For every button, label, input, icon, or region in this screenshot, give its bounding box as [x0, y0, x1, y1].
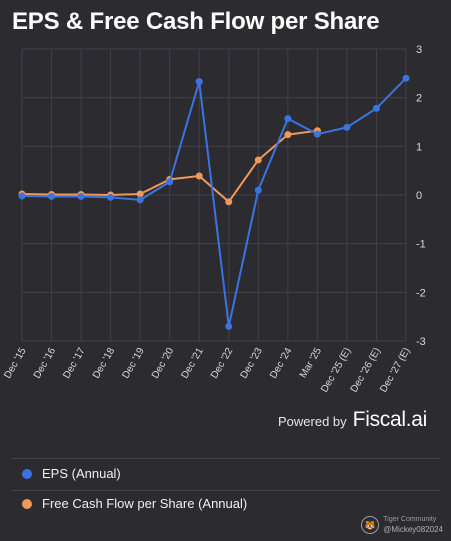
x-tick-label: Dec '18 [91, 346, 118, 381]
y-tick-label: -1 [416, 239, 426, 251]
x-tick-label: Dec '21 [180, 346, 207, 381]
y-tick-label: 3 [416, 44, 422, 56]
data-point-fcf [195, 172, 203, 180]
powered-by-label: Powered by [278, 414, 347, 429]
x-tick-label: Dec '20 [150, 346, 177, 381]
x-tick-label: Dec '15 [2, 346, 29, 381]
data-point-fcf [225, 198, 233, 206]
data-point-eps [284, 115, 292, 123]
x-tick-label: Dec '26 (E) [349, 346, 383, 395]
data-point-eps [313, 130, 321, 138]
x-tick-label: Dec '22 [209, 346, 236, 381]
series-line-eps [21, 77, 407, 328]
data-point-eps [107, 193, 115, 201]
data-point-eps [402, 74, 410, 82]
x-tick-label: Dec '23 [239, 346, 266, 381]
y-tick-label: -2 [416, 287, 426, 299]
watermark: 🐯 Tiger Community @Mickey082024 [361, 515, 443, 535]
y-tick-label: 1 [416, 141, 422, 153]
data-point-eps [372, 104, 380, 112]
data-point-eps [18, 192, 26, 200]
data-point-eps [48, 192, 56, 200]
data-point-eps [77, 192, 85, 200]
watermark-community: Tiger Community [383, 516, 437, 523]
x-tick-label: Dec '17 [61, 346, 88, 381]
data-point-fcf [136, 190, 144, 198]
x-tick-label: Dec '19 [120, 346, 147, 381]
data-point-eps [166, 178, 174, 186]
data-point-eps [225, 322, 233, 330]
legend-item-fcf[interactable]: Free Cash Flow per Share (Annual) [22, 496, 247, 511]
legend-item-eps[interactable]: EPS (Annual) [22, 466, 121, 481]
data-point-eps [195, 78, 203, 86]
data-point-eps [254, 186, 262, 194]
chart-title: EPS & Free Cash Flow per Share [12, 8, 380, 35]
legend-marker-fcf [22, 498, 32, 509]
x-tick-label: Mar '25 [298, 346, 324, 380]
brand-logo[interactable]: Fiscal.ai [352, 408, 428, 431]
legend-marker-eps [22, 468, 32, 479]
legend-divider [12, 490, 441, 491]
data-point-eps [343, 123, 351, 131]
data-point-fcf [254, 156, 262, 164]
tiger-logo-icon: 🐯 [361, 516, 380, 534]
legend-label-eps: EPS (Annual) [42, 466, 121, 481]
watermark-handle: @Mickey082024 [383, 525, 443, 534]
y-tick-label: -3 [416, 336, 426, 348]
x-tick-label: Dec '24 [268, 346, 295, 381]
y-tick-label: 2 [416, 93, 422, 105]
x-tick-label: Dec '25 (E) [319, 346, 353, 395]
legend-label-fcf: Free Cash Flow per Share (Annual) [42, 496, 248, 511]
y-tick-label: 0 [416, 190, 422, 202]
x-tick-label: Dec '16 [32, 346, 59, 381]
x-tick-label: Dec '27 (E) [378, 346, 412, 395]
data-point-fcf [284, 131, 292, 139]
powered-by[interactable]: Powered by Fiscal.ai [278, 408, 427, 432]
data-point-eps [136, 196, 144, 204]
legend-divider [12, 458, 441, 459]
